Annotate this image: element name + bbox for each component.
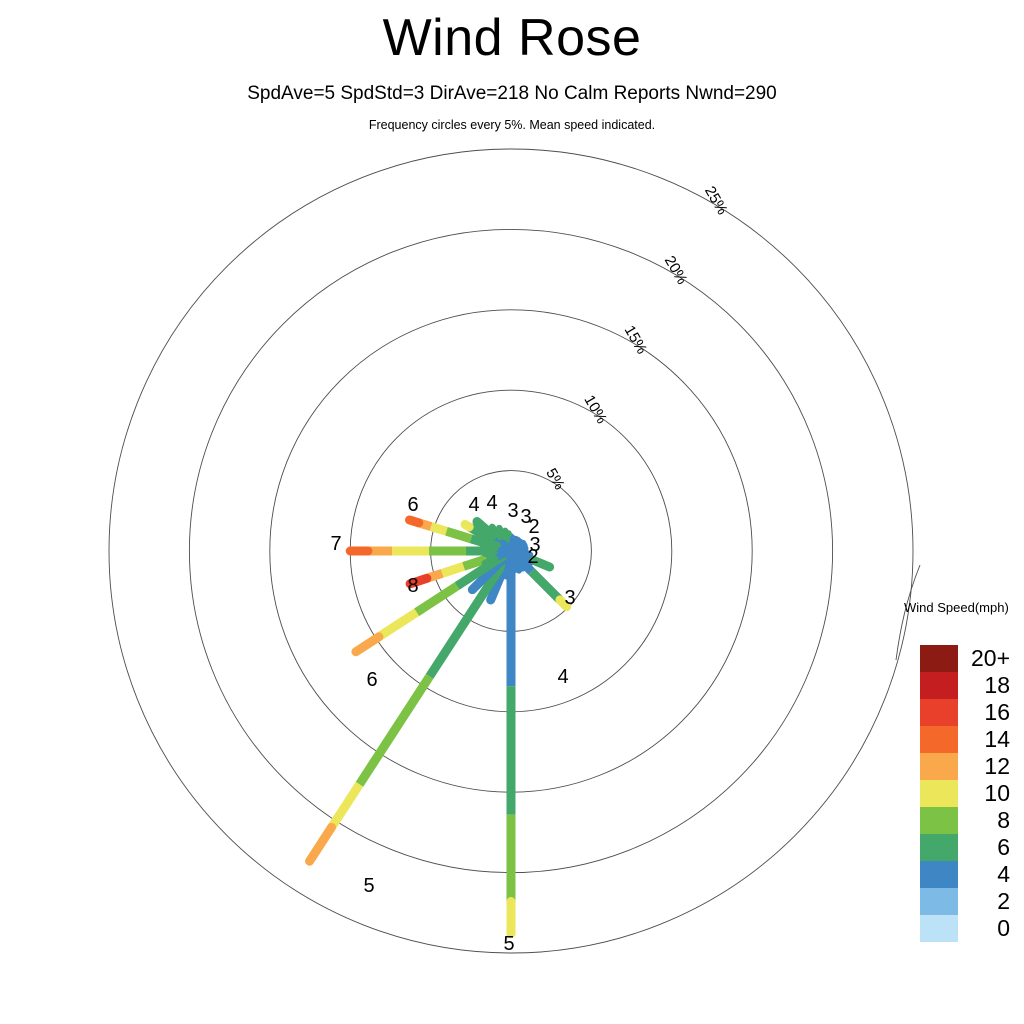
legend-row[interactable]: 12 [920, 753, 1014, 780]
legend-row[interactable]: 20+ [920, 645, 1014, 672]
mean-speed-label: 5 [503, 933, 514, 955]
petal-segment [376, 608, 420, 641]
mean-speed-label: 5 [363, 875, 374, 897]
legend-row[interactable]: 14 [920, 726, 1014, 753]
wind-rose-petal [507, 547, 526, 572]
legend-row[interactable]: 18 [920, 672, 1014, 699]
mean-speed-label: 2 [528, 516, 539, 538]
legend-leader-line [895, 564, 921, 661]
petal-segment [429, 522, 448, 536]
legend-color-swatch [920, 888, 958, 915]
wind-rose-petal [405, 546, 513, 589]
petal-segment [351, 632, 384, 657]
ring-label: 15% [621, 323, 651, 358]
petal-segment [355, 673, 434, 787]
petal-segment [496, 524, 507, 540]
petal-segment [528, 555, 555, 572]
ring-label: 5% [542, 465, 568, 492]
chart-subnote: Frequency circles every 5%. Mean speed i… [368, 118, 656, 132]
legend-label: 20+ [970, 645, 1010, 671]
legend-row[interactable]: 2 [920, 888, 1014, 915]
legend-color-swatch [920, 726, 958, 753]
petal-segment [472, 516, 498, 540]
wind-rose-petal [305, 548, 515, 866]
stats-line: SpdAve=5 SpdStd=3 DirAve=218 No Calm Rep… [247, 83, 777, 104]
ring-label: 20% [661, 253, 691, 288]
mean-speed-label: 4 [557, 666, 568, 688]
ring-label: 25% [701, 183, 731, 218]
legend-color-swatch [920, 645, 958, 672]
petal-segment [462, 554, 488, 571]
mean-speed-label: 3 [564, 587, 575, 609]
legend-label: 14 [984, 726, 1010, 752]
petal-segment [485, 537, 502, 549]
legend-color-swatch [920, 699, 958, 726]
legend-label: 0 [997, 915, 1010, 941]
petal-segment [305, 822, 336, 866]
petal-segment [460, 519, 474, 532]
mean-speed-label: 3 [507, 500, 518, 522]
petal-segment [405, 573, 432, 589]
petal-segment [481, 555, 499, 567]
legend-color-swatch [920, 807, 958, 834]
legend-color-swatch [920, 672, 958, 699]
wind-rose-petal [481, 548, 513, 567]
petal-segment [555, 595, 572, 612]
legend-title: Wind Speed(mph) [904, 600, 1009, 615]
petal-segment [507, 547, 526, 572]
page-title: Wind Rose [382, 9, 642, 67]
petal-segment [488, 523, 504, 541]
legend-color-swatch [920, 861, 958, 888]
legend-row[interactable]: 0 [920, 915, 1014, 942]
petal-segment [440, 562, 465, 578]
petal-segment [425, 548, 515, 679]
petal-segment [480, 543, 499, 552]
mean-speed-label: 4 [486, 492, 497, 514]
legend-label: 8 [997, 807, 1010, 833]
mean-speed-label: 3 [529, 534, 540, 556]
petal-segment [505, 530, 513, 544]
legend-label: 10 [984, 780, 1010, 806]
frequency-circle [108, 148, 914, 954]
legend-label: 4 [997, 861, 1010, 887]
legend-color-swatch [920, 753, 958, 780]
ring-label-layer: 5%10%15%20%25% [542, 183, 730, 492]
mean-speed-label: 6 [366, 669, 377, 691]
legend-row[interactable]: 16 [920, 699, 1014, 726]
legend-items: 20+ 18 16 14 12 10 8 6 4 2 0 [920, 645, 1014, 942]
petal-segment [327, 781, 364, 830]
petal-segment [482, 549, 499, 557]
mean-speed-label: 7 [330, 533, 341, 555]
legend-label: 2 [997, 888, 1010, 914]
legend-color-swatch [920, 834, 958, 861]
mean-speed-label: 8 [407, 575, 418, 597]
legend-label: 6 [997, 834, 1010, 860]
petal-segment [445, 526, 473, 544]
legend-label: 16 [984, 699, 1010, 725]
legend-color-swatch [920, 780, 958, 807]
legend-label: 12 [984, 753, 1010, 779]
mean-speed-label: 3 [520, 506, 531, 528]
petal-segment [405, 515, 424, 528]
leader-line [895, 564, 921, 661]
petal-layer [305, 515, 572, 939]
legend-row[interactable]: 8 [920, 807, 1014, 834]
petal-segment [528, 568, 564, 604]
mean-speed-label: 6 [407, 494, 418, 516]
legend-row[interactable]: 10 [920, 780, 1014, 807]
mean-speed-label: 4 [468, 494, 479, 516]
legend-row[interactable]: 6 [920, 834, 1014, 861]
legend-row[interactable]: 4 [920, 861, 1014, 888]
legend-label: 18 [984, 672, 1010, 698]
legend-color-swatch [920, 915, 958, 942]
mean-speed-label: 2 [527, 546, 538, 568]
petal-segment [414, 582, 460, 617]
